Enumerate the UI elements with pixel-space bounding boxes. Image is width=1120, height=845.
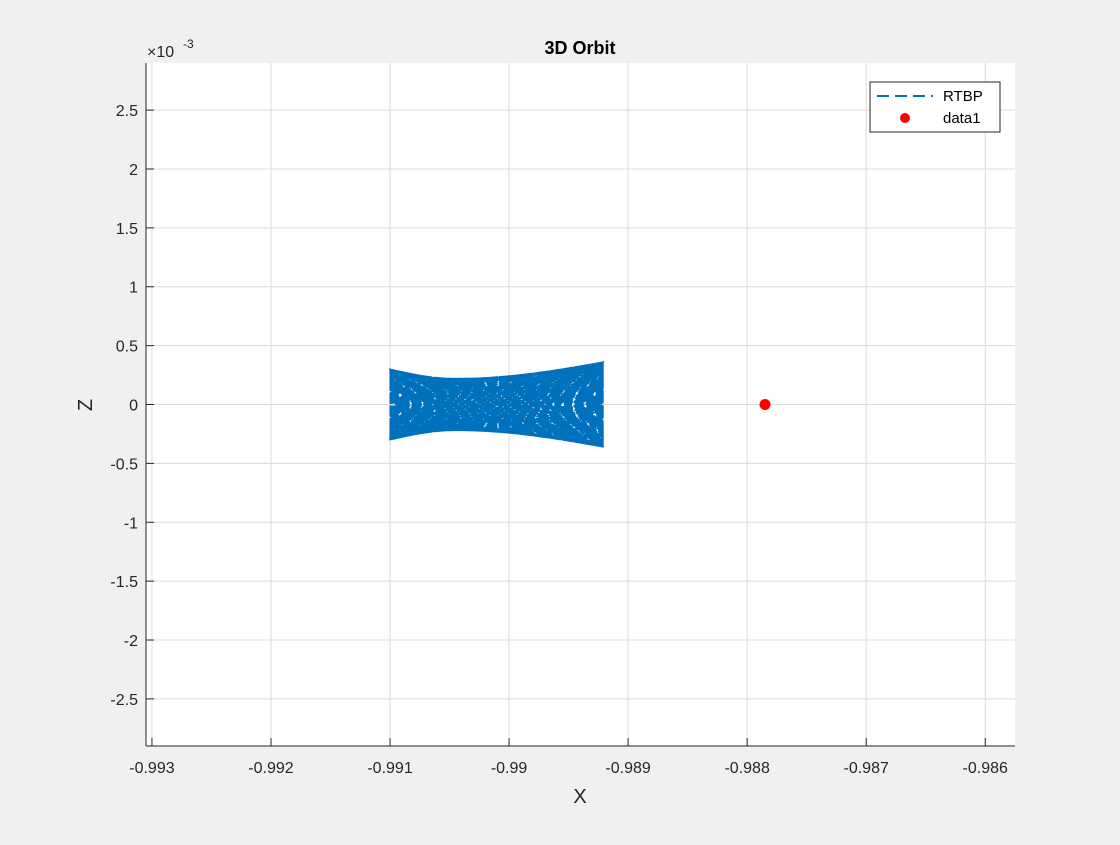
y-tick-label-2: -1.5 bbox=[110, 574, 138, 591]
x-tick-label-4: -0.989 bbox=[605, 760, 650, 777]
y-tick-label-1: -2 bbox=[124, 633, 138, 650]
y-tick-label-10: 2.5 bbox=[116, 103, 138, 120]
y-tick-label-3: -1 bbox=[124, 515, 138, 532]
y-tick-label-9: 2 bbox=[129, 162, 138, 179]
y-tick-label-0: -2.5 bbox=[110, 692, 138, 709]
legend-data1-label: data1 bbox=[943, 110, 981, 127]
y-tick-label-4: -0.5 bbox=[110, 456, 138, 473]
rtbp-orbit-line bbox=[388, 360, 605, 448]
x-tick-label-1: -0.992 bbox=[248, 760, 293, 777]
legend-data1-swatch bbox=[900, 113, 910, 123]
series-layer bbox=[388, 360, 771, 448]
y-tick-label-6: 0.5 bbox=[116, 339, 138, 356]
x-tick-label-0: -0.993 bbox=[129, 760, 174, 777]
y-tick-label-8: 1.5 bbox=[116, 221, 138, 238]
y-axis-label: Z bbox=[75, 399, 97, 411]
x-tick-label-7: -0.986 bbox=[963, 760, 1008, 777]
x-tick-label-6: -0.987 bbox=[844, 760, 889, 777]
x-tick-label-2: -0.991 bbox=[367, 760, 412, 777]
x-tick-label-3: -0.99 bbox=[491, 760, 528, 777]
legend-rtbp-label: RTBP bbox=[943, 88, 983, 105]
chart-title: 3D Orbit bbox=[544, 38, 615, 58]
x-tick-label-5: -0.988 bbox=[724, 760, 769, 777]
y-tick-label-5: 0 bbox=[129, 398, 138, 415]
x-axis-label: X bbox=[573, 786, 586, 808]
data1-marker bbox=[759, 399, 771, 410]
legend: RTBP data1 bbox=[869, 81, 1001, 133]
ticks-layer: -0.993 -0.992 -0.991 -0.99 -0.989 -0.988 -0.98… bbox=[110, 103, 1008, 777]
y-exponent-base: ×10 bbox=[147, 44, 174, 61]
legend-box bbox=[869, 81, 1001, 133]
y-exponent-power: -3 bbox=[183, 37, 194, 51]
y-tick-label-7: 1 bbox=[129, 280, 138, 297]
